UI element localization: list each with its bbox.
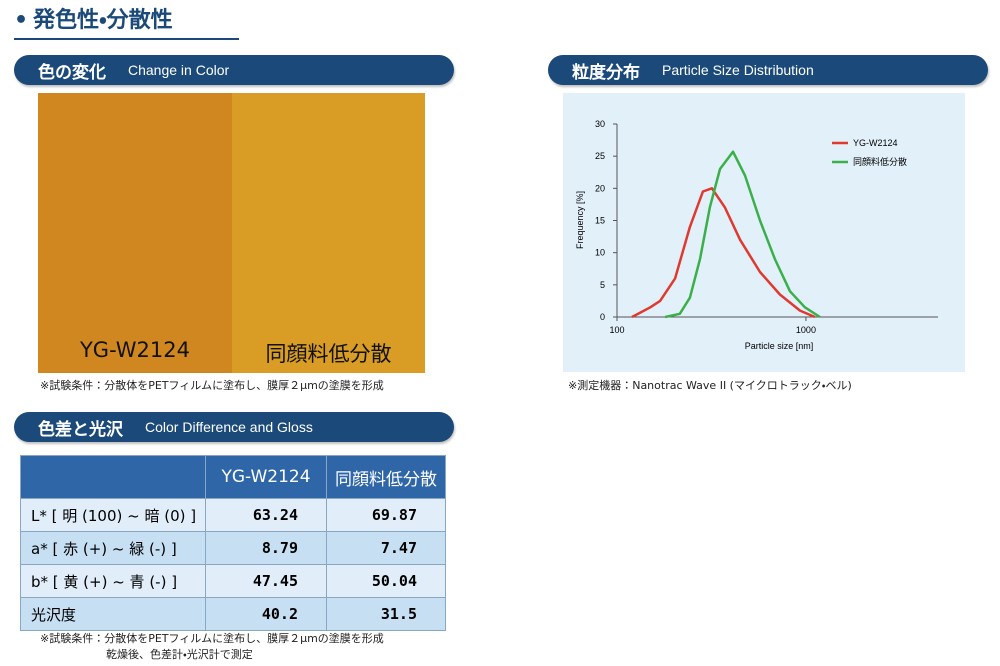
header-cell <box>20 455 206 499</box>
section-bar: 色差と光沢 Color Difference and Gloss <box>14 412 454 442</box>
table-row: b* [ 黄 (+) ~ 青 (-) ] 47.45 50.04 <box>20 564 446 598</box>
line <box>664 150 821 319</box>
y-tick-label: 15 <box>595 216 605 226</box>
table-cell: a* [ 赤 (+) ~ 緑 (-) ] <box>20 531 206 565</box>
section-title-ja: 色の変化 <box>38 62 106 83</box>
table-cell: 31.5 <box>326 597 446 631</box>
note: ※測定機器：Nanotrac Wave II (マイクロトラック・ベル) <box>568 379 852 392</box>
note: 乾燥後、色差計・光沢計で測定 <box>106 648 253 661</box>
header-cell: YG-W2124 <box>205 455 327 499</box>
table-row: L* [ 明 (100) ~ 暗 (0) ] 63.24 69.87 <box>20 498 446 532</box>
data-table: YG-W2124 同顔料低分散 L* [ 明 (100) ~ 暗 (0) ] 63… <box>20 455 446 631</box>
header-row: YG-W2124 同顔料低分散 <box>20 455 446 499</box>
table-cell: 光沢度 <box>20 597 206 631</box>
table-body: L* [ 明 (100) ~ 暗 (0) ] 63.24 69.87 a* [ 赤 (… <box>20 498 446 631</box>
section-title-en: Particle Size Distribution <box>662 62 814 78</box>
x-tick-label: 100 <box>609 325 624 335</box>
note: ※試験条件：分散体をPETフィルムに塗布し、膜厚２μmの塗膜を形成 <box>40 379 384 392</box>
table-row: 光沢度 40.2 31.5 <box>20 597 446 631</box>
sample-image <box>38 93 232 373</box>
y-tick-label: 5 <box>600 280 605 290</box>
table-cell: 69.87 <box>326 498 446 532</box>
table-cell: 50.04 <box>326 564 446 598</box>
legend-label: 同顔料低分散 <box>853 156 907 167</box>
line <box>631 187 816 319</box>
page-title: 発色性・分散性 <box>33 8 173 33</box>
x-axis-label: Particle size [nm] <box>745 341 814 351</box>
section-title-en: Color Difference and Gloss <box>145 419 313 435</box>
y-tick-label: 20 <box>595 183 605 193</box>
y-tick-label: 30 <box>595 119 605 129</box>
table-cell: b* [ 黄 (+) ~ 青 (-) ] <box>20 564 206 598</box>
header-cell: 同顔料低分散 <box>326 455 446 499</box>
x-tick-label: 1000 <box>796 325 816 335</box>
table-cell: 63.24 <box>205 498 327 532</box>
header: • 発色性・分散性 <box>14 2 239 40</box>
section-bar: 粒度分布 Particle Size Distribution <box>548 55 988 85</box>
y-tick-label: 0 <box>600 312 605 322</box>
sample-label: 同顔料低分散 <box>265 342 392 366</box>
y-axis-label: Frequency [%] <box>575 191 585 249</box>
table-row: a* [ 赤 (+) ~ 緑 (-) ] 8.79 7.47 <box>20 531 446 565</box>
table-cell: 40.2 <box>205 597 327 631</box>
table-cell: 47.45 <box>205 564 327 598</box>
sample-label: YG-W2124 <box>79 338 191 362</box>
section-bar: 色の変化 Change in Color <box>14 55 454 85</box>
section-title-en: Change in Color <box>128 62 230 78</box>
note: ※試験条件：分散体をPETフィルムに塗布し、膜厚２μmの塗膜を形成 <box>40 632 384 645</box>
y-tick-label: 10 <box>595 248 605 258</box>
table-cell: L* [ 明 (100) ~ 暗 (0) ] <box>20 498 206 532</box>
table-cell: 8.79 <box>205 531 327 565</box>
table-cell: 7.47 <box>326 531 446 565</box>
legend-label: YG-W2124 <box>853 138 898 148</box>
section-title-ja: 粒度分布 <box>572 62 640 83</box>
section-title-ja: 色差と光沢 <box>38 419 123 440</box>
chart: Particle size [nm] Frequency [%] 0 5 10 15 2… <box>563 93 965 372</box>
y-tick-label: 25 <box>595 151 605 161</box>
sample-image <box>232 93 425 373</box>
